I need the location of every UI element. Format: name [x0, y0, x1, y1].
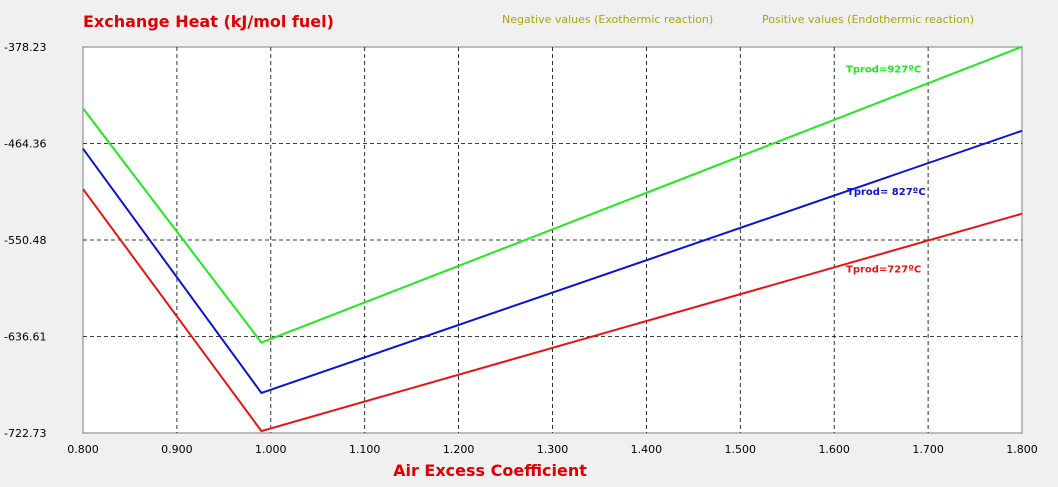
- x-tick-label: 1.000: [255, 443, 287, 456]
- y-tick-label: -378.23: [4, 41, 46, 54]
- x-tick-label: 0.800: [67, 443, 99, 456]
- y-tick-label: -636.61: [4, 331, 46, 344]
- series-label: Tprod=927ºC: [846, 65, 921, 76]
- x-tick-label: 1.400: [631, 443, 663, 456]
- y-axis-ticks: -378.23 -464.36 -550.48 -636.61 -722.73: [4, 41, 46, 440]
- x-tick-label: 0.900: [161, 443, 193, 456]
- series-label: Tprod= 827ºC: [847, 187, 926, 198]
- x-axis-label: Air Excess Coefficient: [393, 461, 587, 480]
- series-label: Tprod=727ºC: [846, 265, 921, 276]
- x-axis-ticks: 0.800 0.900 1.000 1.100 1.200 1.300 1.400 1.500…: [67, 443, 1038, 456]
- series-line: [82, 45, 1023, 344]
- legend-note-negative: Negative values (Exothermic reaction): [502, 13, 713, 26]
- legend-note-positive: Positive values (Endothermic reaction): [762, 13, 974, 26]
- y-tick-label: -550.48: [4, 234, 46, 247]
- x-tick-label: 1.200: [443, 443, 475, 456]
- y-tick-label: -722.73: [4, 427, 46, 440]
- series-line: [82, 129, 1023, 395]
- chart-title: Exchange Heat (kJ/mol fuel): [83, 12, 334, 31]
- series-labels: Tprod=927ºC Tprod= 827ºC Tprod=727ºC: [846, 65, 926, 276]
- x-tick-label: 1.800: [1006, 443, 1038, 456]
- x-tick-label: 1.600: [818, 443, 850, 456]
- x-tick-label: 1.100: [349, 443, 381, 456]
- x-tick-label: 1.500: [725, 443, 757, 456]
- x-tick-label: 1.300: [537, 443, 569, 456]
- series-line: [82, 188, 1023, 433]
- series-lines: [82, 45, 1023, 433]
- x-tick-label: 1.700: [912, 443, 944, 456]
- y-tick-label: -464.36: [4, 138, 46, 151]
